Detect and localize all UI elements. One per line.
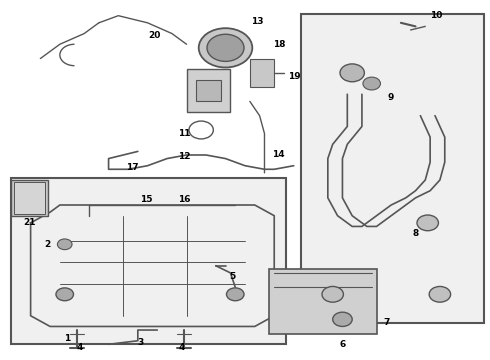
Text: 9: 9: [388, 93, 394, 102]
Circle shape: [57, 239, 72, 249]
Bar: [11, 178, 287, 344]
Text: 13: 13: [251, 17, 264, 26]
Text: 20: 20: [148, 31, 161, 40]
Text: 3: 3: [137, 338, 144, 347]
Bar: [11, 180, 48, 216]
Bar: [14, 182, 45, 214]
Text: 14: 14: [272, 150, 284, 159]
Text: 6: 6: [339, 340, 345, 349]
Text: 19: 19: [289, 72, 301, 81]
Circle shape: [322, 287, 343, 302]
Text: 12: 12: [178, 152, 190, 161]
Circle shape: [199, 28, 252, 67]
Text: 21: 21: [24, 219, 36, 228]
Polygon shape: [30, 205, 274, 327]
Text: 2: 2: [45, 240, 51, 249]
Text: 8: 8: [413, 229, 418, 238]
Circle shape: [207, 34, 244, 62]
Text: 5: 5: [230, 272, 236, 281]
Text: 18: 18: [273, 40, 285, 49]
Circle shape: [363, 77, 380, 90]
Text: 1: 1: [64, 334, 70, 343]
Text: 10: 10: [430, 11, 442, 20]
Circle shape: [333, 312, 352, 327]
Bar: [270, 269, 376, 334]
Circle shape: [417, 215, 439, 231]
Text: 11: 11: [178, 129, 190, 138]
Text: 16: 16: [178, 195, 190, 204]
Circle shape: [429, 287, 451, 302]
Text: 15: 15: [140, 195, 153, 204]
Bar: [196, 80, 220, 102]
Bar: [250, 59, 274, 87]
Circle shape: [340, 64, 365, 82]
Circle shape: [56, 288, 74, 301]
Text: 4: 4: [76, 343, 82, 352]
Circle shape: [226, 288, 244, 301]
Bar: [187, 69, 230, 112]
Text: 7: 7: [383, 318, 390, 327]
Bar: [301, 14, 484, 323]
Text: 17: 17: [125, 163, 138, 172]
Text: 4: 4: [178, 343, 185, 352]
